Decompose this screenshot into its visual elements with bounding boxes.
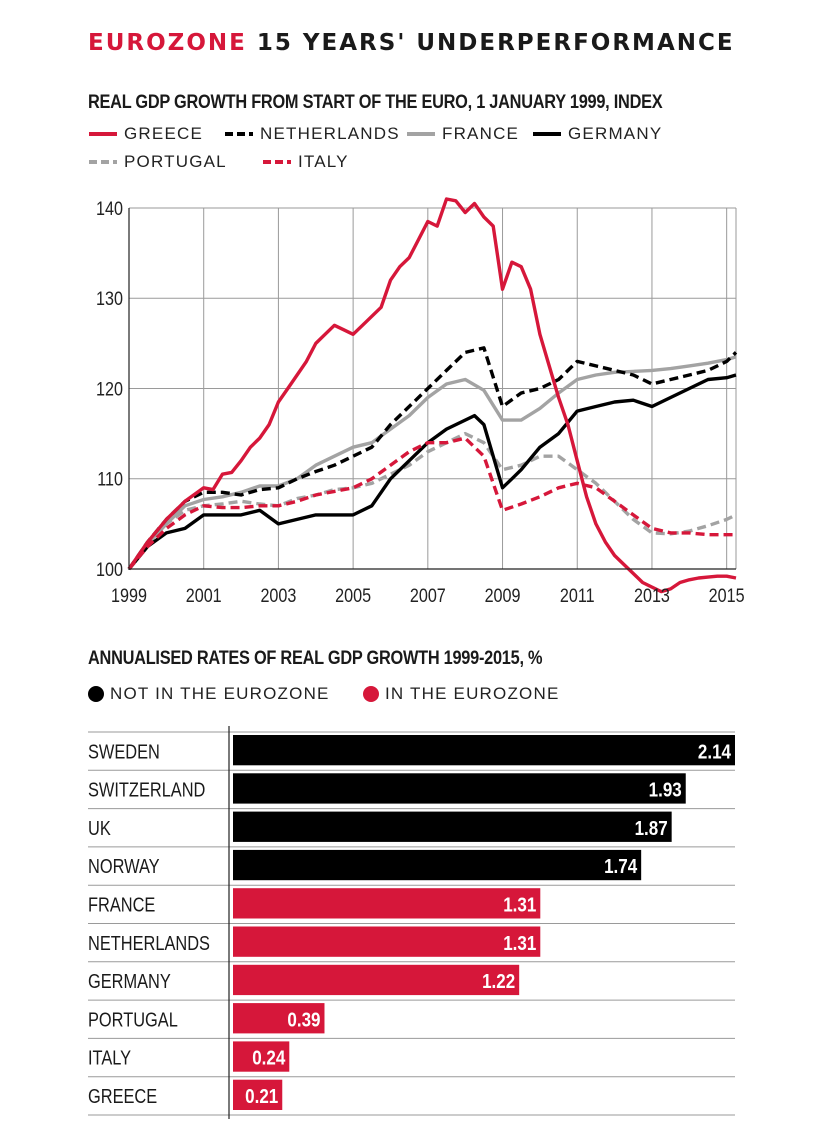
legend-swatch-portugal	[89, 160, 117, 164]
legend-swatch-greece	[89, 132, 117, 136]
bar-sweden	[233, 735, 735, 766]
bar-netherlands	[233, 926, 541, 957]
bar-value-label-norway: 1.74	[604, 855, 638, 878]
bar-italy	[233, 1041, 290, 1072]
legend-item-greece: GREECE	[88, 124, 203, 144]
legend-label-germany: GERMANY	[568, 124, 663, 143]
line-chart: 100 110 120 130 140 1999 2001 2003 2005 2007 2009 2…	[96, 197, 745, 607]
legend-label-greece: GREECE	[124, 124, 203, 143]
legend-item-germany: GERMANY	[532, 124, 662, 144]
bar-uk	[233, 811, 672, 842]
legend-label-eurozone: IN THE EUROZONE	[385, 684, 560, 703]
y-tick-label-120: 120	[96, 378, 123, 400]
bar-chart: SWEDEN 2.14 SWITZERLAND 1.93 UK 1.87 NORWAY 1.7…	[88, 726, 735, 1119]
legend-label-netherlands: NETHERLANDS	[260, 124, 400, 143]
headline-rest: 15 YEARS' UNDERPERFORMANCE	[256, 30, 735, 56]
bar-category-label-sweden: SWEDEN	[88, 740, 160, 763]
x-tick-label-1999: 1999	[111, 585, 147, 607]
legend-dot-not-eurozone	[88, 686, 104, 702]
legend-item-portugal: PORTUGAL	[88, 152, 227, 172]
bar-category-label-switzerland: SWITZERLAND	[88, 778, 205, 801]
bar-category-label-netherlands: NETHERLANDS	[88, 931, 210, 954]
legend-swatch-germany	[533, 132, 561, 136]
legend-item-eurozone: IN THE EUROZONE	[363, 684, 559, 704]
series-line-germany	[127, 373, 737, 571]
legend-label-france: FRANCE	[442, 124, 520, 143]
x-tick-label-2003: 2003	[260, 585, 296, 607]
line-chart-series	[127, 197, 738, 594]
legend-swatch-italy	[263, 160, 291, 164]
legend-label-not-eurozone: NOT IN THE EUROZONE	[110, 684, 330, 703]
x-tick-label-2001: 2001	[186, 585, 222, 607]
bar-france	[233, 888, 541, 919]
bar-value-label-greece: 0.21	[245, 1085, 278, 1108]
y-tick-label-110: 110	[97, 469, 123, 491]
legend-label-portugal: PORTUGAL	[124, 152, 227, 171]
series-line-france	[127, 355, 737, 571]
x-tick-label-2013: 2013	[634, 585, 670, 607]
bar-category-label-uk: UK	[88, 816, 111, 839]
series-line-greece	[127, 197, 737, 594]
x-tick-label-2015: 2015	[709, 585, 745, 607]
line-chart-subtitle: REAL GDP GROWTH FROM START OF THE EURO, …	[88, 92, 663, 113]
legend-item-netherlands: NETHERLANDS	[224, 124, 400, 144]
legend-swatch-netherlands	[225, 132, 253, 136]
legend-swatch-france	[407, 132, 435, 136]
x-tick-label-2005: 2005	[335, 585, 371, 607]
series-line-portugal	[127, 431, 737, 571]
bar-category-label-norway: NORWAY	[88, 855, 160, 878]
legend-label-italy: ITALY	[298, 152, 349, 171]
bar-norway	[233, 849, 642, 881]
bar-portugal	[233, 1003, 325, 1034]
bar-value-label-france: 1.31	[503, 893, 536, 916]
x-tick-label-2011: 2011	[560, 585, 595, 607]
series-line-italy	[127, 436, 736, 571]
bar-switzerland	[233, 773, 686, 804]
y-tick-label-100: 100	[96, 559, 123, 581]
bar-value-label-germany: 1.22	[482, 970, 515, 993]
bar-value-label-netherlands: 1.31	[503, 931, 536, 954]
bar-value-label-portugal: 0.39	[287, 1008, 320, 1031]
legend-item-not-eurozone: NOT IN THE EUROZONE	[88, 684, 330, 704]
legend-item-france: FRANCE	[406, 124, 519, 144]
x-tick-label-2009: 2009	[485, 585, 521, 607]
bar-greece	[233, 1079, 283, 1110]
y-tick-label-130: 130	[96, 288, 123, 310]
bar-category-label-italy: ITALY	[88, 1046, 131, 1069]
series-line-netherlands	[127, 346, 738, 570]
x-tick-label-2007: 2007	[410, 585, 446, 607]
bar-germany	[233, 964, 520, 996]
bar-category-label-germany: GERMANY	[88, 970, 171, 993]
bar-value-label-sweden: 2.14	[698, 740, 732, 763]
headline: EUROZONE 15 YEARS' UNDERPERFORMANCE	[88, 30, 735, 56]
legend-item-italy: ITALY	[262, 152, 349, 172]
bar-category-label-greece: GREECE	[88, 1084, 157, 1107]
headline-accent: EUROZONE	[88, 30, 247, 56]
line-chart-axes: 100 110 120 130 140 1999 2001 2003 2005 2007 2009 2…	[96, 198, 745, 607]
bar-value-label-uk: 1.87	[635, 817, 668, 840]
y-tick-label-140: 140	[96, 198, 123, 220]
bar-value-label-switzerland: 1.93	[649, 778, 682, 801]
bar-chart-subtitle: ANNUALISED RATES OF REAL GDP GROWTH 1999…	[88, 648, 543, 669]
bar-category-label-portugal: PORTUGAL	[88, 1008, 178, 1031]
bar-category-label-france: FRANCE	[88, 893, 155, 916]
bar-value-label-italy: 0.24	[252, 1046, 286, 1069]
legend-dot-eurozone	[363, 686, 379, 702]
